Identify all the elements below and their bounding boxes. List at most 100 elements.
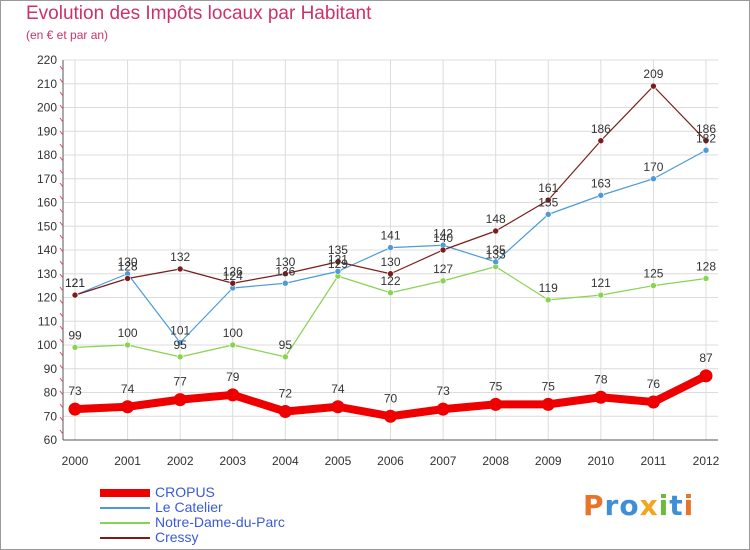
axis-mark (59, 312, 64, 318)
axis-mark (59, 130, 64, 136)
x-tick-label: 2005 (325, 454, 352, 468)
data-point (650, 282, 657, 289)
axis-mark (59, 403, 64, 409)
data-label: 131 (328, 252, 348, 266)
data-point (544, 296, 552, 304)
x-tick-label: 2010 (587, 454, 614, 468)
data-label: 124 (223, 269, 243, 283)
axis-mark (59, 234, 64, 240)
data-label: 73 (68, 384, 82, 398)
data-label: 70 (384, 391, 398, 405)
data-label: 140 (433, 231, 453, 245)
data-point (68, 402, 82, 416)
data-point (331, 400, 345, 414)
data-point (384, 409, 397, 423)
y-tick-label: 140 (37, 243, 57, 257)
axis-mark (59, 182, 64, 188)
y-tick-label: 210 (37, 77, 57, 91)
x-tick-label: 2002 (167, 454, 194, 468)
axis-mark (59, 247, 64, 253)
logo-letter: o (619, 489, 640, 522)
legend-swatch-notre-dame-du-parc (100, 522, 150, 524)
data-point (650, 82, 657, 90)
data-point (541, 397, 555, 411)
data-label: 126 (223, 264, 243, 278)
data-label: 132 (170, 250, 190, 264)
data-point (702, 146, 710, 154)
data-label: 125 (643, 267, 663, 281)
legend-label-notre-dame-du-parc: Notre-Dame-du-Parc (155, 514, 285, 530)
data-point (176, 339, 184, 346)
data-point (489, 397, 503, 411)
data-label: 87 (699, 351, 713, 365)
y-tick-label: 110 (38, 314, 57, 328)
data-label: 121 (65, 276, 85, 290)
y-tick-label: 150 (37, 219, 57, 233)
axis-mark (59, 377, 64, 383)
y-tick-label: 180 (37, 148, 57, 162)
axis-mark (59, 221, 64, 227)
data-label: 121 (65, 276, 85, 290)
logo-letter: P (583, 489, 605, 522)
data-point (229, 341, 237, 349)
data-point (334, 258, 342, 266)
data-point (597, 137, 605, 145)
data-point (229, 279, 237, 287)
data-point (544, 196, 552, 204)
data-label: 100 (223, 326, 243, 340)
data-label: 130 (118, 255, 138, 269)
data-label: 73 (436, 384, 450, 398)
axis-mark (59, 260, 64, 266)
y-tick-label: 190 (37, 124, 57, 138)
axis-mark (59, 286, 64, 292)
y-tick-label: 60 (44, 433, 58, 447)
data-label: 79 (226, 370, 240, 384)
data-point (699, 369, 713, 383)
data-point (492, 227, 499, 235)
axis-mark (59, 273, 64, 279)
data-label: 186 (696, 122, 716, 136)
axis-mark (59, 325, 64, 331)
data-point (597, 291, 605, 299)
data-point (387, 244, 394, 251)
data-point (492, 258, 499, 266)
data-label: 100 (118, 326, 138, 340)
proxiti-logo: Proxiti (583, 489, 694, 522)
data-point (124, 275, 131, 282)
chart-title: Evolution des Impôts locaux par Habitant (26, 3, 372, 24)
logo-letter: t (669, 489, 684, 522)
axis-mark (59, 78, 64, 84)
data-label: 186 (591, 122, 611, 136)
x-tick-label: 2000 (62, 454, 89, 468)
logo-letter: i (658, 489, 670, 522)
y-tick-label: 90 (44, 362, 58, 376)
data-label: 75 (542, 379, 556, 393)
x-tick-label: 2001 (114, 454, 141, 468)
data-point (650, 175, 657, 183)
legend-swatch-le-catelier (100, 507, 150, 509)
x-tick-label: 2004 (272, 454, 299, 468)
data-label: 95 (173, 338, 187, 352)
axis-mark (59, 299, 64, 305)
data-label: 74 (331, 382, 345, 396)
data-point (646, 395, 660, 409)
data-label: 127 (433, 262, 453, 276)
y-tick-label: 120 (37, 291, 57, 305)
y-tick-label: 70 (44, 409, 58, 423)
axis-mark (59, 156, 64, 162)
data-point (176, 353, 184, 361)
logo-letter: x (639, 489, 659, 522)
axis-mark (59, 338, 64, 344)
axis-mark (59, 65, 64, 71)
x-tick-label: 2011 (641, 454, 667, 468)
data-point (282, 270, 289, 278)
data-point (334, 268, 342, 275)
legend-label-le-catelier: Le Catelier (155, 499, 223, 515)
data-label: 148 (486, 212, 506, 226)
data-label: 182 (696, 131, 716, 145)
logo-letter: i (683, 489, 695, 522)
y-tick-label: 130 (37, 267, 57, 281)
data-label: 74 (121, 382, 135, 396)
data-point (387, 270, 394, 278)
